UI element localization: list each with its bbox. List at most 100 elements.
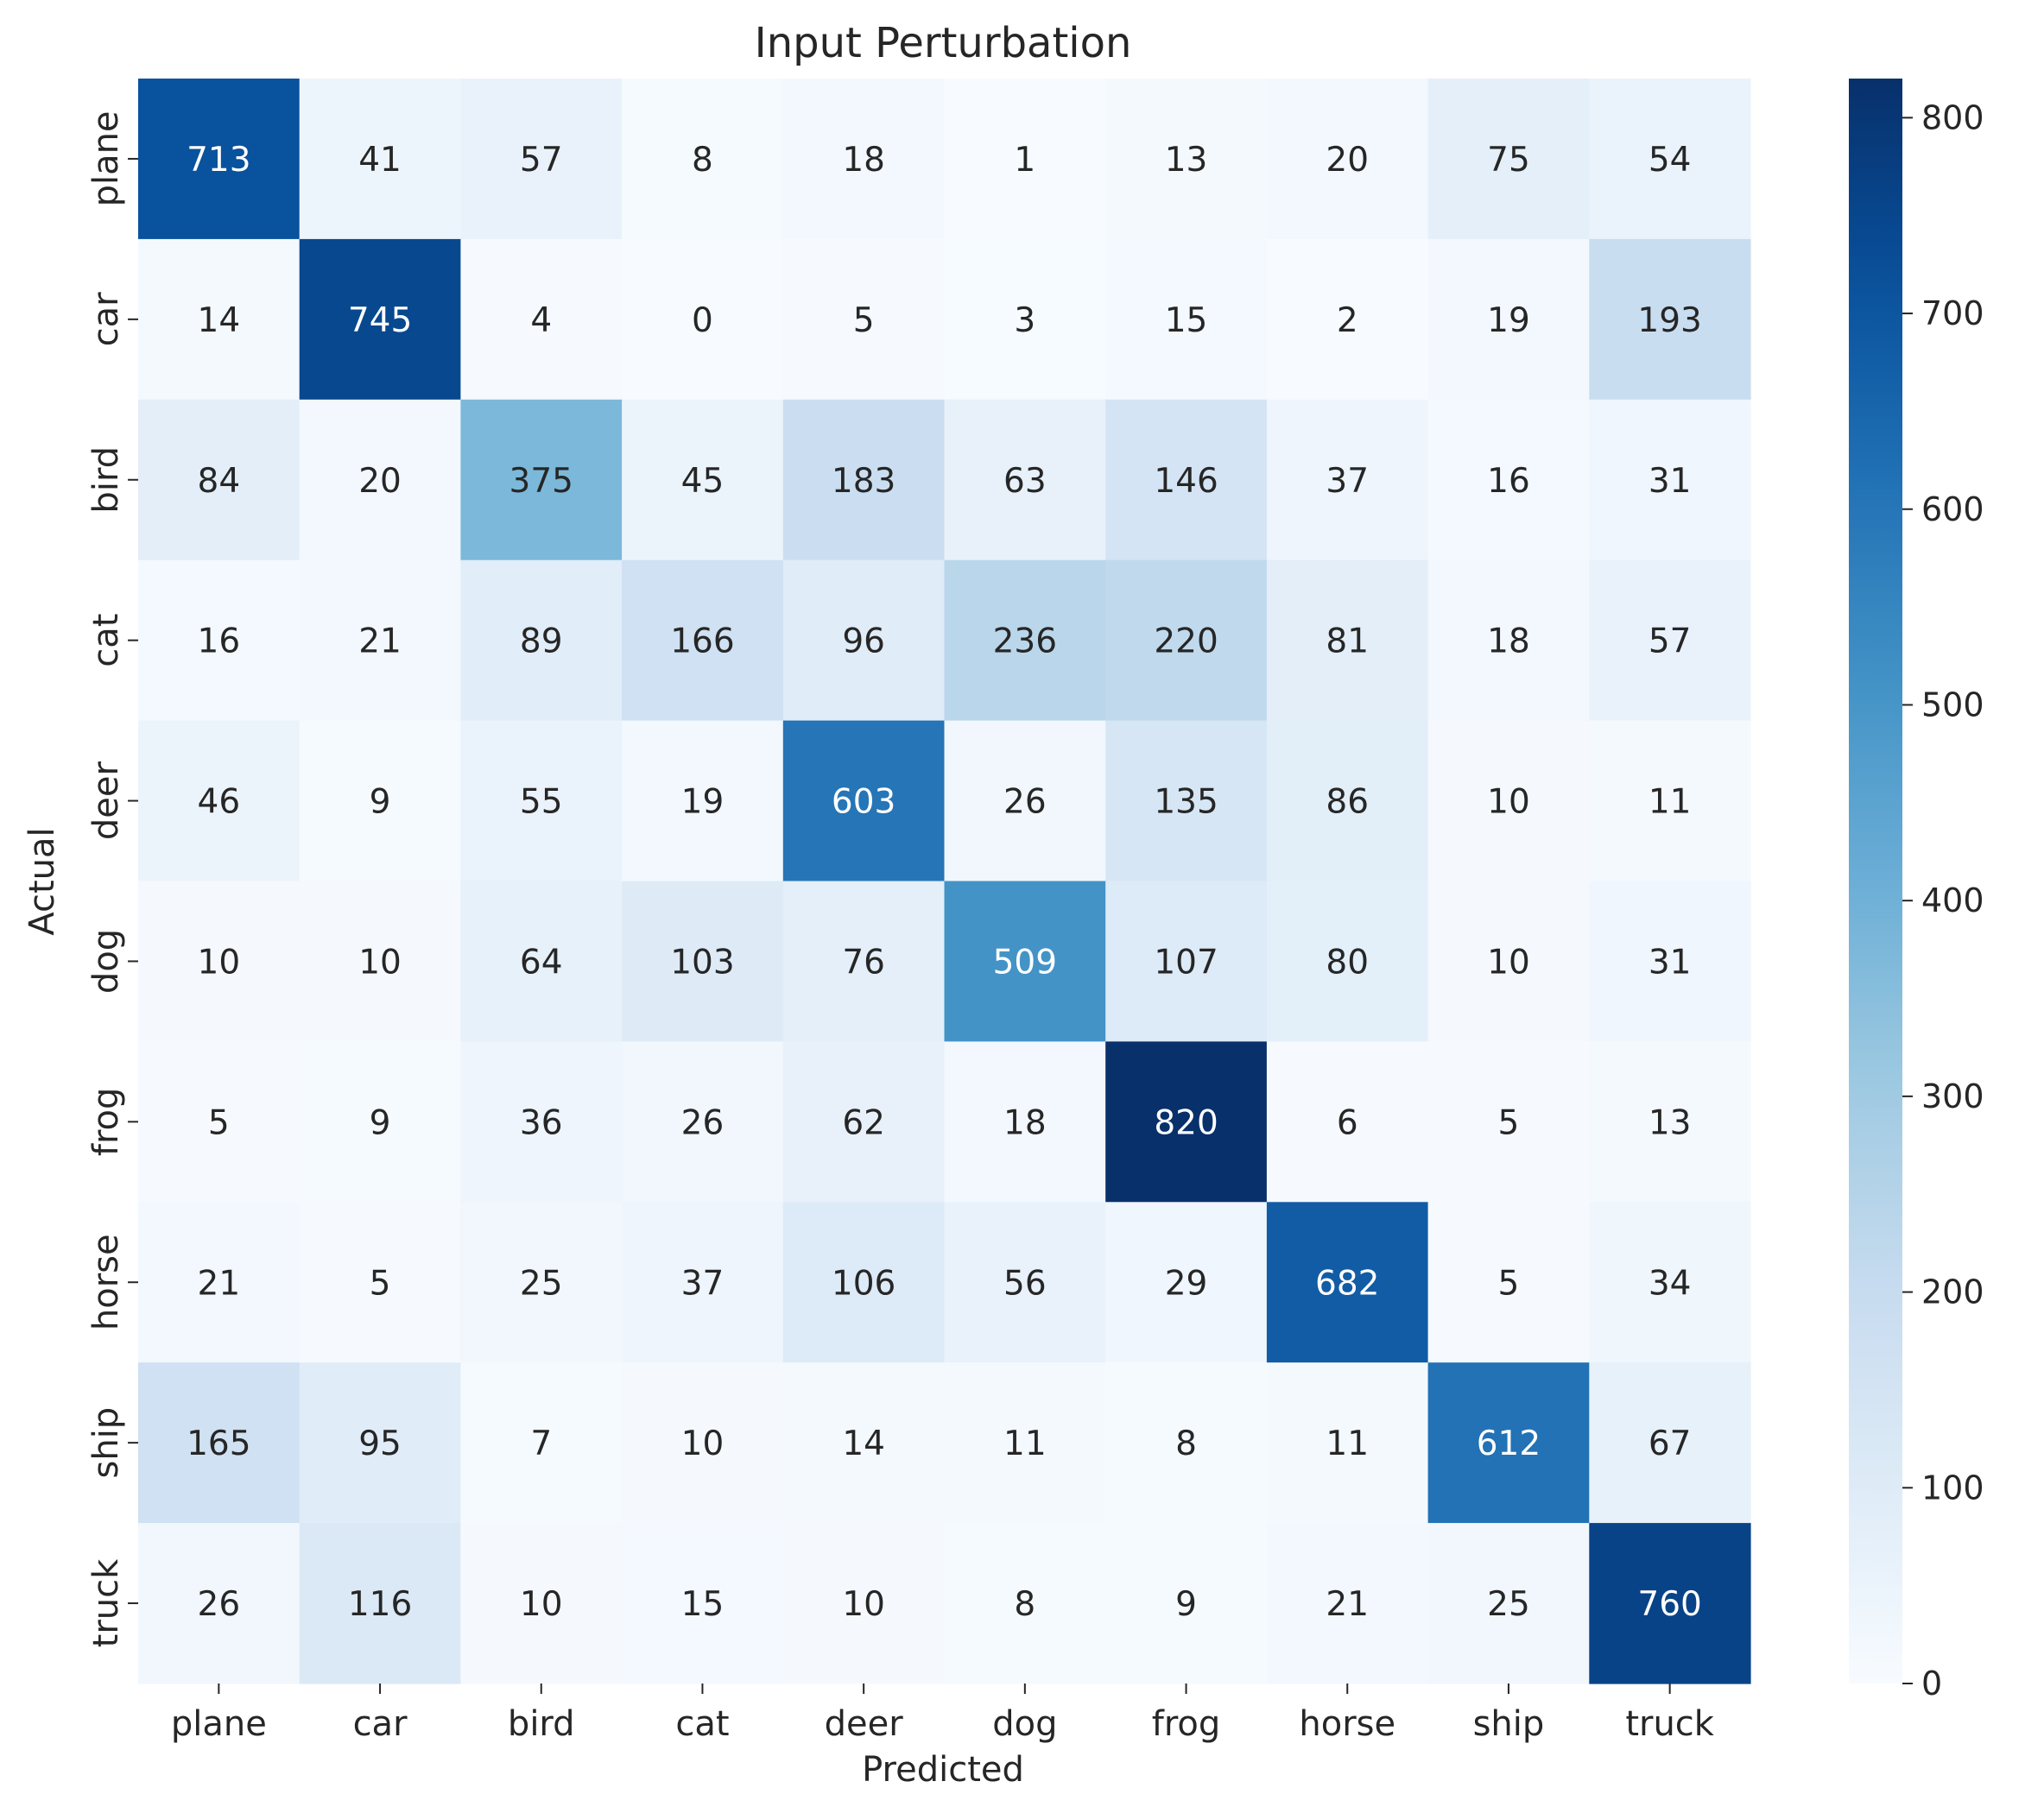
y-tick-label: frog	[86, 1088, 126, 1157]
heatmap-cell	[782, 1041, 946, 1203]
cell-value-label: 9	[370, 1103, 391, 1142]
cell-value-label: 13	[1165, 141, 1208, 180]
x-tick-label: horse	[1299, 1704, 1395, 1744]
cell-value-label: 21	[358, 622, 402, 661]
heatmap-cell	[622, 238, 784, 401]
cell-value-label: 682	[1315, 1264, 1379, 1303]
heatmap-cell	[138, 1202, 301, 1363]
cell-value-label: 67	[1648, 1424, 1692, 1463]
cell-value-label: 166	[670, 622, 734, 661]
heatmap-cell	[1427, 238, 1590, 401]
heatmap-cell	[1427, 881, 1590, 1042]
cell-value-label: 135	[1154, 783, 1218, 822]
cell-value-label: 57	[520, 141, 563, 180]
heatmap-cell	[1105, 559, 1268, 722]
cell-value-label: 10	[358, 943, 402, 982]
heatmap-cell	[782, 559, 946, 722]
cell-value-label: 31	[1648, 462, 1692, 501]
colorbar-tick-label: 200	[1921, 1273, 1984, 1311]
heatmap-cell	[460, 1523, 623, 1684]
heatmap-cell	[782, 1362, 946, 1524]
cell-value-label: 1	[1014, 141, 1035, 180]
x-tick-label: truck	[1625, 1704, 1714, 1744]
heatmap-cell	[1427, 1362, 1590, 1524]
heatmap-cell	[1266, 399, 1429, 561]
heatmap-cell	[782, 881, 946, 1042]
cell-value-label: 62	[842, 1103, 885, 1142]
heatmap-cell	[460, 720, 623, 882]
cell-value-label: 25	[520, 1264, 563, 1303]
cell-value-label: 9	[1175, 1585, 1197, 1624]
colorbar-tick-label: 400	[1921, 881, 1984, 919]
cell-value-label: 46	[198, 783, 241, 822]
heatmap-cell	[1427, 559, 1590, 722]
cell-value-label: 15	[1165, 301, 1208, 340]
cell-value-label: 75	[1487, 141, 1530, 180]
heatmap-cell	[1105, 1202, 1268, 1363]
cell-value-label: 11	[1648, 783, 1692, 822]
cell-value-label: 5	[208, 1103, 230, 1142]
cell-value-label: 54	[1648, 141, 1692, 180]
cell-value-label: 220	[1154, 622, 1218, 661]
cell-value-label: 10	[198, 943, 241, 982]
heatmap-cell	[622, 1041, 784, 1203]
chart-title: Input Perturbation	[755, 19, 1132, 67]
cell-value-label: 16	[1487, 462, 1530, 501]
heatmap-cell	[1427, 1041, 1590, 1203]
y-tick-label: bird	[86, 446, 126, 514]
heatmap-cell	[1589, 720, 1751, 882]
heatmap-cell	[782, 399, 946, 561]
cell-value-label: 146	[1154, 462, 1218, 501]
cell-value-label: 5	[370, 1264, 391, 1303]
heatmap-cell	[944, 79, 1106, 240]
heatmap-cell	[1105, 399, 1268, 561]
heatmap-cell	[944, 1202, 1106, 1363]
heatmap-cell	[622, 1523, 784, 1684]
heatmap-cell	[944, 881, 1106, 1042]
cell-value-label: 612	[1477, 1424, 1541, 1463]
cell-value-label: 183	[832, 462, 895, 501]
cell-value-label: 37	[1326, 462, 1369, 501]
colorbar	[1849, 79, 1902, 1684]
cell-value-label: 37	[681, 1264, 725, 1303]
heatmap-cell	[1105, 881, 1268, 1042]
cell-value-label: 26	[1003, 783, 1047, 822]
cell-value-label: 63	[1003, 462, 1047, 501]
heatmap-cell	[1105, 720, 1268, 882]
cell-value-label: 165	[187, 1424, 250, 1463]
cell-value-label: 375	[509, 462, 573, 501]
x-tick-label: dog	[992, 1704, 1057, 1744]
cell-value-label: 25	[1487, 1585, 1530, 1624]
heatmap-cell	[299, 1202, 461, 1363]
heatmap-cell	[622, 399, 784, 561]
cell-value-label: 760	[1637, 1585, 1701, 1624]
cell-value-label: 10	[1487, 943, 1530, 982]
heatmap-cell	[1266, 1362, 1429, 1524]
heatmap-cell	[622, 1202, 784, 1363]
cell-value-label: 36	[520, 1103, 563, 1142]
cell-value-label: 5	[1498, 1103, 1520, 1142]
cell-value-label: 18	[842, 141, 885, 180]
heatmap-cell	[1105, 1041, 1268, 1203]
cell-value-label: 11	[1326, 1424, 1369, 1463]
heatmap-cell	[944, 1041, 1106, 1203]
heatmap-cell	[782, 1523, 946, 1684]
cell-value-label: 80	[1326, 943, 1369, 982]
heatmap-cell	[460, 881, 623, 1042]
heatmap-cell	[782, 79, 946, 240]
cell-value-label: 21	[1326, 1585, 1369, 1624]
y-tick-label: car	[86, 292, 126, 347]
cell-value-label: 55	[520, 783, 563, 822]
cell-value-label: 8	[692, 141, 713, 180]
colorbar-tick-label: 800	[1921, 98, 1984, 136]
heatmap-cell	[1266, 1523, 1429, 1684]
heatmap-cell	[1427, 720, 1590, 882]
cell-value-label: 236	[993, 622, 1057, 661]
heatmap-cell	[1266, 79, 1429, 240]
cell-value-label: 8	[1175, 1424, 1197, 1463]
cell-value-label: 18	[1003, 1103, 1047, 1142]
cell-value-label: 713	[187, 141, 250, 180]
cell-value-label: 76	[842, 943, 885, 982]
cell-value-label: 116	[348, 1585, 412, 1624]
